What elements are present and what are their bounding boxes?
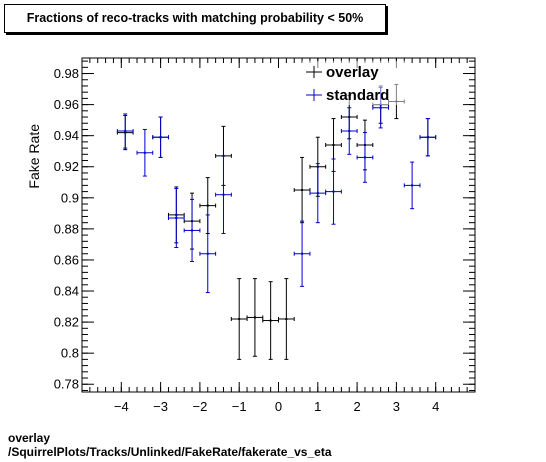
data-point <box>332 190 335 193</box>
y-tick-label: 0.92 <box>54 159 79 174</box>
data-point <box>191 229 194 232</box>
data-point <box>348 130 351 133</box>
x-tick-label: −2 <box>192 399 207 414</box>
data-point <box>426 136 429 139</box>
data-point <box>124 130 127 133</box>
x-tick-label: 2 <box>353 399 360 414</box>
y-tick-label: 0.82 <box>54 315 79 330</box>
series-overlay <box>116 83 437 360</box>
x-tick-label: 3 <box>393 399 400 414</box>
data-point <box>159 136 162 139</box>
data-point <box>253 316 256 319</box>
data-point <box>301 189 304 192</box>
caption: overlay /SquirrelPlots/Tracks/Unlinked/F… <box>8 431 332 459</box>
data-point <box>238 317 241 320</box>
y-tick-label: 0.84 <box>54 284 79 299</box>
y-tick-label: 0.8 <box>61 346 79 361</box>
data-point <box>143 151 146 154</box>
caption-line-1: overlay <box>8 431 51 445</box>
data-point <box>332 143 335 146</box>
x-tick-label: −4 <box>114 399 129 414</box>
data-point <box>222 193 225 196</box>
y-tick-label: 0.94 <box>54 128 79 143</box>
y-tick-label: 0.86 <box>54 252 79 267</box>
y-tick-label: 0.78 <box>54 377 79 392</box>
legend-label: overlay <box>326 64 379 81</box>
data-point <box>316 192 319 195</box>
y-axis-label: Fake Rate <box>26 124 42 189</box>
y-tick-label: 0.88 <box>54 221 79 236</box>
series-standard <box>116 87 437 294</box>
y-tick-label: 0.98 <box>54 66 79 81</box>
caption-line-2: /SquirrelPlots/Tracks/Unlinked/FakeRate/… <box>8 445 332 459</box>
y-tick-label: 0.96 <box>54 97 79 112</box>
x-tick-label: −1 <box>232 399 247 414</box>
plot-frame <box>81 57 476 393</box>
x-tick-label: 0 <box>275 399 282 414</box>
chart-title: Fractions of reco-tracks with matching p… <box>26 11 364 25</box>
legend-label: standard <box>326 87 389 104</box>
data-point <box>285 317 288 320</box>
x-tick-label: 1 <box>314 399 321 414</box>
data-point <box>206 204 209 207</box>
x-tick-label: 4 <box>432 399 439 414</box>
data-point <box>269 319 272 322</box>
data-point <box>301 252 304 255</box>
x-tick-label: −3 <box>153 399 168 414</box>
data-point <box>411 184 414 187</box>
data-point <box>175 217 178 220</box>
axes: −4 −3 −2 −1 0 1 2 3 4 0.78 0.8 0.82 0.84 0.86 0.88 0.9 0… <box>54 58 476 414</box>
y-tick-label: 0.9 <box>61 190 79 205</box>
data-point <box>379 106 382 109</box>
data-point <box>206 252 209 255</box>
legend-box <box>302 61 406 105</box>
chart-title-box: Fractions of reco-tracks with matching p… <box>4 4 386 33</box>
data-point <box>363 156 366 159</box>
legend: overlay standard <box>302 61 406 105</box>
plot-area: −4 −3 −2 −1 0 1 2 3 4 0.78 0.8 0.82 0.84 0.86 0.88 0.9 0… <box>26 57 476 414</box>
series-layer <box>116 83 437 360</box>
